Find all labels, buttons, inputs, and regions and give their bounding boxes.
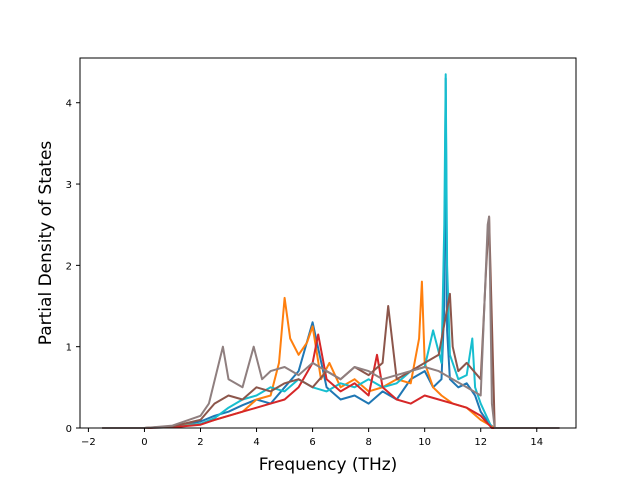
- x-tick-label: 0: [141, 437, 147, 448]
- y-tick-label: 1: [66, 343, 72, 354]
- x-tick-label: 8: [365, 437, 371, 448]
- series-layer: [102, 73, 560, 429]
- y-tick-label: 3: [66, 180, 72, 191]
- y-tick-label: 0: [66, 424, 72, 435]
- x-tick-label: 10: [418, 437, 431, 448]
- series-line-4: [102, 333, 560, 429]
- y-tick-label: 4: [66, 99, 72, 110]
- x-tick-label: 4: [253, 437, 259, 448]
- x-tick-label: 2: [197, 437, 203, 448]
- x-tick-label: 12: [474, 437, 487, 448]
- x-axis-label: Frequency (THz): [259, 455, 398, 475]
- x-tick-label: −2: [81, 437, 96, 448]
- series-line-5: [102, 215, 560, 429]
- x-tick-label: 14: [530, 437, 543, 448]
- series-line-6: [102, 215, 560, 429]
- y-ticks: 0 1 2 3 4: [66, 99, 80, 435]
- y-axis-label: Partial Density of States: [36, 141, 56, 346]
- plot-frame: [79, 57, 577, 429]
- x-tick-label: 6: [309, 437, 315, 448]
- y-tick-label: 2: [66, 261, 72, 272]
- x-ticks: −2 0 2 4 6 8 10 12 14: [81, 428, 543, 448]
